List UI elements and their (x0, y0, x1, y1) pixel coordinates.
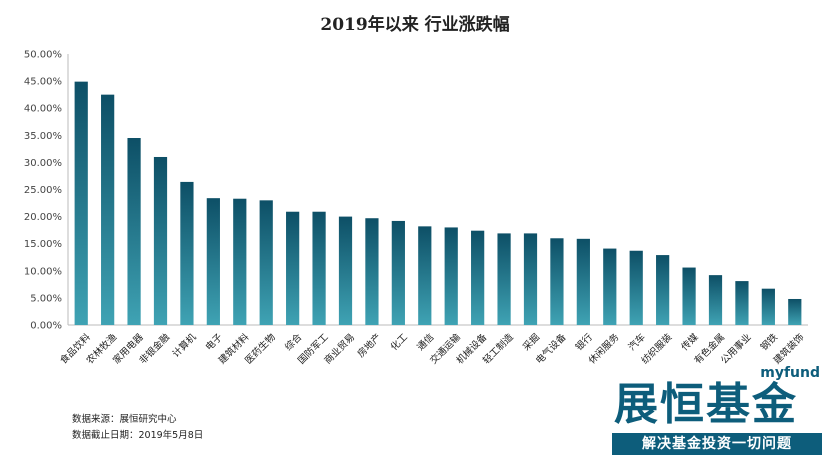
chart-title: 2019年以来 行业涨跌幅 (320, 15, 510, 35)
bar-17 (523, 233, 538, 325)
bar-22 (656, 255, 670, 325)
brand-logo: myfund 展恒基金 解决基金投资一切问题 (608, 365, 826, 457)
bar-14 (444, 227, 458, 325)
bar-15 (471, 230, 485, 325)
bar-3 (153, 156, 168, 325)
x-tick-label: 传媒 (679, 331, 701, 353)
bar-16 (497, 233, 511, 325)
bar-20 (603, 248, 617, 325)
x-tick-label: 计算机 (170, 331, 199, 360)
bar-6 (233, 198, 247, 325)
y-tick-label: 25.00% (24, 185, 62, 196)
bar-5 (206, 198, 220, 325)
bar-9 (312, 211, 326, 325)
logo-name-text: 展恒基金 (614, 379, 798, 430)
bar-23 (682, 267, 696, 325)
x-tick-label: 钢铁 (758, 331, 780, 353)
bar-7 (259, 200, 273, 325)
bar-8 (286, 211, 300, 325)
bar-18 (550, 238, 564, 325)
bar-25 (735, 281, 749, 325)
logo-slogan-text: 解决基金投资一切问题 (612, 433, 822, 455)
bar-21 (629, 250, 643, 325)
x-tick-label: 化工 (388, 331, 410, 353)
bar-11 (365, 218, 379, 325)
bar-0 (74, 81, 88, 325)
x-tick-label: 电子 (203, 331, 225, 353)
y-tick-label: 40.00% (24, 104, 62, 115)
data-date-note: 数据截止日期：2019年5月8日 (72, 430, 204, 441)
logo-brand-text: myfund (760, 365, 820, 381)
y-tick-label: 20.00% (24, 212, 62, 223)
bar-4 (180, 181, 194, 325)
bar-24 (708, 275, 723, 325)
y-tick-label: 45.00% (24, 77, 62, 88)
y-axis-ticks: 0.00% 5.00% 10.00% 15.00% 20.00% 25.00% 30.00%… (24, 50, 62, 332)
bar-26 (761, 288, 775, 325)
bar-1 (101, 94, 115, 326)
x-tick-label: 综合 (282, 331, 304, 353)
y-tick-label: 0.00% (30, 321, 62, 332)
x-tick-label: 通信 (415, 331, 437, 353)
bar-27 (788, 298, 802, 325)
y-tick-label: 30.00% (24, 158, 62, 169)
x-tick-label: 房地产 (355, 331, 384, 360)
source-note: 数据来源：展恒研究中心 (72, 414, 177, 425)
y-tick-label: 50.00% (24, 50, 62, 61)
bar-19 (576, 238, 590, 325)
bar-2 (127, 138, 141, 325)
x-tick-label: 汽车 (626, 331, 648, 353)
y-tick-label: 10.00% (24, 266, 62, 277)
bar-10 (338, 216, 353, 325)
bar-12 (391, 220, 405, 325)
y-tick-label: 5.00% (30, 293, 62, 304)
bar-series (74, 81, 802, 326)
x-tick-label: 采掘 (520, 331, 542, 353)
x-tick-label: 银行 (573, 331, 595, 353)
y-tick-label: 35.00% (24, 131, 62, 142)
bar-13 (418, 226, 432, 325)
y-tick-label: 15.00% (24, 239, 62, 250)
